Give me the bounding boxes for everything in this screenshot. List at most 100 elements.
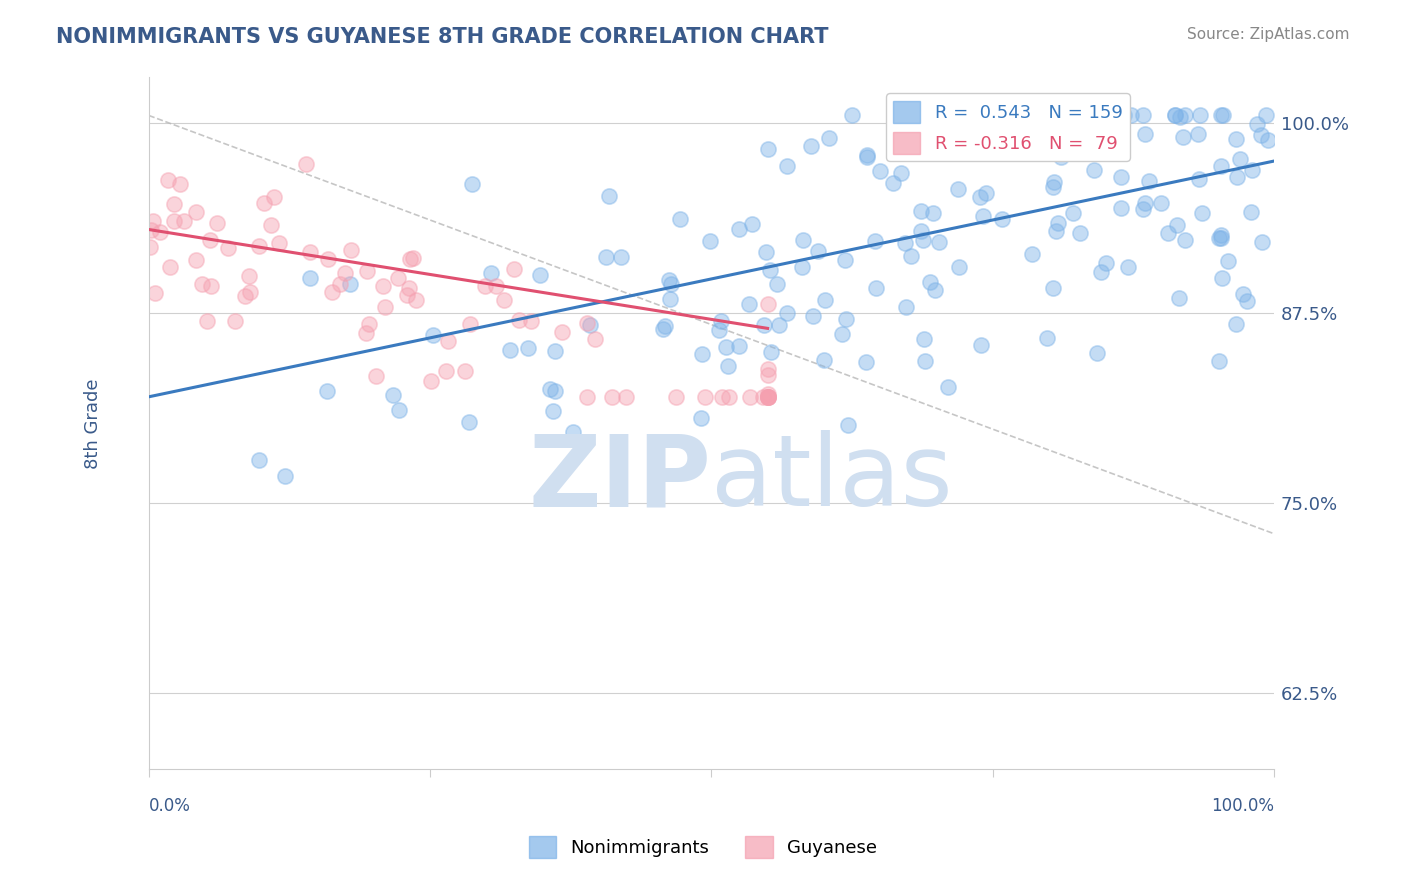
Point	[339, 243, 361, 257]
Point	[717, 359, 740, 374]
Point	[1043, 174, 1066, 188]
Point	[1241, 162, 1264, 177]
Point	[184, 253, 207, 268]
Point	[834, 252, 856, 267]
Point	[600, 390, 623, 404]
Point	[538, 383, 561, 397]
Point	[461, 177, 484, 191]
Point	[142, 214, 165, 228]
Point	[1208, 231, 1230, 245]
Point	[946, 182, 969, 196]
Point	[970, 337, 993, 351]
Point	[485, 278, 508, 293]
Point	[1121, 108, 1143, 122]
Point	[387, 270, 409, 285]
Point	[1112, 108, 1135, 122]
Point	[460, 317, 482, 331]
Point	[541, 404, 564, 418]
Point	[1164, 108, 1187, 122]
Point	[1246, 117, 1268, 131]
Point	[321, 285, 343, 299]
Point	[217, 241, 239, 255]
Point	[800, 138, 823, 153]
Point	[329, 277, 352, 291]
Point	[163, 214, 186, 228]
Point	[668, 211, 690, 226]
Point	[1257, 133, 1279, 147]
Text: ZIP: ZIP	[529, 430, 711, 527]
Point	[818, 131, 841, 145]
Point	[149, 225, 172, 239]
Point	[1109, 169, 1132, 184]
Point	[1021, 247, 1043, 261]
Point	[659, 293, 682, 307]
Point	[1042, 281, 1064, 295]
Point	[610, 250, 633, 264]
Point	[1191, 206, 1213, 220]
Point	[972, 210, 994, 224]
Point	[661, 277, 683, 291]
Point	[714, 340, 737, 354]
Point	[163, 197, 186, 211]
Point	[169, 177, 191, 191]
Point	[550, 325, 572, 339]
Point	[759, 345, 782, 359]
Point	[595, 250, 617, 264]
Point	[813, 353, 835, 368]
Point	[1132, 202, 1154, 216]
Point	[420, 374, 443, 388]
Point	[359, 317, 381, 331]
Point	[299, 245, 322, 260]
Text: 100.0%: 100.0%	[1211, 797, 1274, 814]
Point	[1062, 206, 1084, 220]
Point	[356, 264, 378, 278]
Point	[354, 326, 377, 341]
Point	[1150, 196, 1173, 211]
Point	[1046, 216, 1069, 230]
Point	[969, 190, 991, 204]
Point	[247, 239, 270, 253]
Point	[579, 318, 602, 333]
Point	[728, 339, 751, 353]
Point	[1174, 233, 1197, 247]
Point	[191, 277, 214, 291]
Point	[709, 323, 731, 337]
Point	[339, 277, 361, 292]
Point	[402, 251, 425, 265]
Point	[1250, 128, 1272, 143]
Point	[863, 234, 886, 248]
Point	[1225, 132, 1247, 146]
Text: 0.0%: 0.0%	[149, 797, 191, 814]
Point	[1133, 127, 1156, 141]
Point	[294, 157, 316, 171]
Point	[928, 235, 950, 249]
Point	[274, 469, 297, 483]
Point	[173, 214, 195, 228]
Point	[1045, 224, 1067, 238]
Point	[1164, 108, 1187, 122]
Point	[498, 343, 520, 358]
Point	[813, 293, 835, 308]
Point	[1212, 108, 1234, 122]
Point	[756, 297, 779, 311]
Point	[914, 353, 936, 368]
Point	[837, 418, 859, 433]
Point	[1225, 317, 1247, 331]
Point	[910, 224, 932, 238]
Point	[741, 217, 763, 231]
Point	[718, 390, 741, 404]
Point	[333, 266, 356, 280]
Point	[689, 411, 711, 425]
Point	[1042, 180, 1064, 194]
Point	[1157, 226, 1180, 240]
Point	[583, 332, 606, 346]
Point	[398, 252, 420, 266]
Point	[695, 390, 717, 404]
Text: Source: ZipAtlas.com: Source: ZipAtlas.com	[1187, 27, 1350, 42]
Point	[740, 390, 762, 404]
Point	[576, 316, 599, 330]
Point	[143, 285, 166, 300]
Point	[984, 108, 1007, 122]
Point	[807, 244, 830, 259]
Point	[1208, 353, 1230, 368]
